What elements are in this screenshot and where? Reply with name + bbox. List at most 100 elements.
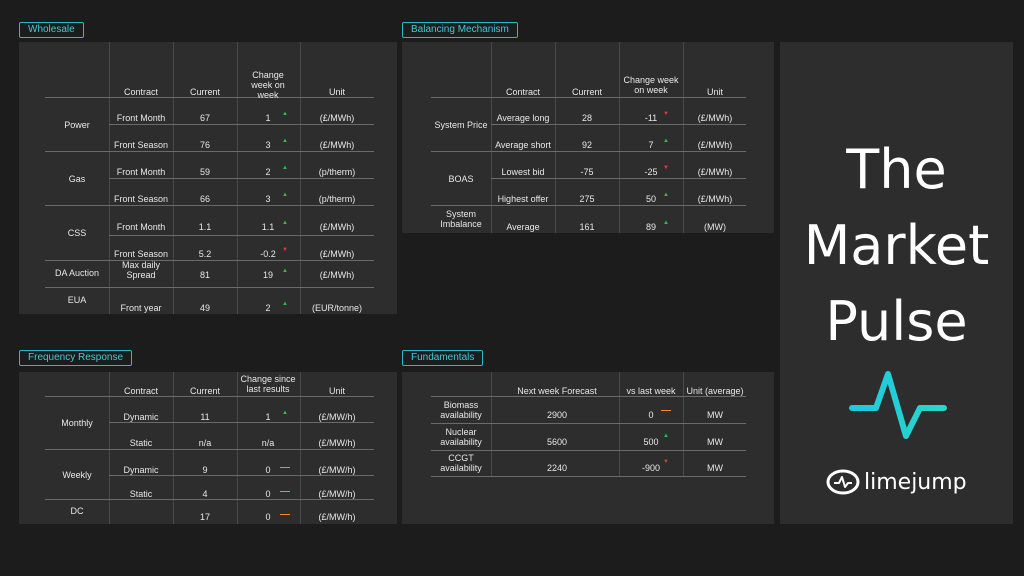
fundamentals-panel: Next week Forecast vs last week Unit (av… (402, 372, 774, 524)
header-unit: Unit (706, 87, 724, 97)
title-line-3: Pulse (825, 290, 968, 353)
arrow-up-icon: ▲ (282, 138, 288, 144)
arrow-down-icon: ▼ (663, 459, 669, 465)
row-vs: -900 (641, 463, 661, 473)
arrow-up-icon: ▲ (282, 192, 288, 198)
group-label: Gas (68, 174, 86, 184)
row-change: 0 (265, 512, 271, 522)
arrow-up-icon: ▲ (282, 301, 288, 307)
row-contract: Highest offer (497, 194, 549, 204)
row-unit: (£/MWh) (697, 194, 733, 204)
balancing-panel: Contract Current Change week on week Uni… (402, 42, 774, 233)
row-unit: (£/MW/h) (318, 438, 356, 448)
arrow-down-icon: ▼ (663, 165, 669, 171)
row-unit: (£/MWh) (697, 167, 733, 177)
arrow-up-icon: ▲ (663, 220, 669, 226)
group-label: CSS (67, 228, 87, 238)
group-label: System Price (434, 120, 488, 130)
row-contract: Front Season (113, 249, 169, 259)
row-change: -25 (644, 167, 658, 177)
row-current: 49 (199, 303, 211, 313)
row-current: -75 (580, 167, 594, 177)
arrow-up-icon: ▲ (282, 410, 288, 416)
arrow-down-icon: ▼ (663, 111, 669, 117)
row-unit: (£/MW/h) (318, 465, 356, 475)
row-contract: Lowest bid (501, 167, 545, 177)
arrow-up-icon: ▲ (282, 165, 288, 171)
balancing-tag: Balancing Mechanism (402, 22, 518, 38)
row-current: 28 (581, 113, 593, 123)
header-current: Current (571, 87, 603, 97)
row-unit: (p/therm) (318, 167, 356, 177)
no-change-icon: — (280, 509, 290, 520)
row-forecast: 2240 (546, 463, 568, 473)
group-label: DA Auction (54, 268, 100, 278)
row-contract: Front year (120, 303, 162, 313)
row-current: 4 (202, 489, 208, 499)
row-change: 3 (265, 194, 271, 204)
row-unit: (p/therm) (318, 194, 356, 204)
header-contract: Contract (123, 386, 159, 396)
row-unit: (£/MWh) (697, 113, 733, 123)
row-unit: MW (707, 410, 723, 420)
row-change: 2 (265, 303, 271, 313)
row-contract: Static (129, 438, 153, 448)
row-contract: Dynamic (123, 465, 159, 475)
fundamentals-tag: Fundamentals (402, 350, 484, 366)
row-unit: (£/MWh) (319, 270, 355, 280)
row-contract: Front Month (116, 222, 166, 232)
row-unit: (EUR/tonne) (311, 303, 363, 313)
arrow-up-icon: ▲ (282, 111, 288, 117)
group-label: EUA (67, 295, 87, 305)
row-contract: Front Month (116, 167, 166, 177)
wholesale-tag: Wholesale (19, 22, 84, 38)
row-unit: (£/MWh) (319, 222, 355, 232)
row-unit: (£/MWh) (697, 140, 733, 150)
group-label: Monthly (61, 418, 93, 428)
row-contract: Static (129, 489, 153, 499)
row-name: CCGT availability (440, 453, 482, 473)
arrow-up-icon: ▲ (663, 138, 669, 144)
row-contract: Front Season (113, 140, 169, 150)
row-contract: Dynamic (123, 412, 159, 422)
header-contract: Contract (505, 87, 541, 97)
header-vs: vs last week (626, 386, 676, 396)
row-current: 76 (199, 140, 211, 150)
row-unit: MW (707, 463, 723, 473)
row-unit: (£/MW/h) (318, 512, 356, 522)
row-unit: (£/MWh) (319, 140, 355, 150)
header-current: Current (189, 87, 221, 97)
row-current: 9 (202, 465, 208, 475)
row-current: 81 (199, 270, 211, 280)
row-vs: 0 (648, 410, 654, 420)
logo-text: limejump (864, 470, 967, 495)
row-change: n/a (261, 438, 275, 448)
limejump-logo-icon (826, 469, 860, 495)
header-forecast: Next week Forecast (517, 386, 597, 396)
brand-panel: The Market Pulse limejump (780, 42, 1013, 524)
row-change: 0 (265, 465, 271, 475)
frequency-panel: Contract Current Change since last resul… (19, 372, 397, 524)
row-current: 17 (199, 512, 211, 522)
row-current: 66 (199, 194, 211, 204)
row-current: 67 (199, 113, 211, 123)
row-change: -11 (644, 113, 658, 123)
header-current: Current (189, 386, 221, 396)
row-change: -0.2 (260, 249, 276, 259)
header-contract: Contract (123, 87, 159, 97)
row-current: 59 (199, 167, 211, 177)
arrow-down-icon: ▼ (282, 247, 288, 253)
group-label: Weekly (62, 470, 92, 480)
row-current: n/a (198, 438, 212, 448)
row-change: 0 (265, 489, 271, 499)
row-contract: Average long (496, 113, 550, 123)
row-change: 50 (645, 194, 657, 204)
row-current: 5.2 (198, 249, 212, 259)
no-change-icon: — (280, 462, 290, 473)
row-unit: (£/MWh) (319, 113, 355, 123)
pulse-icon (849, 371, 947, 439)
row-current: 161 (579, 222, 595, 232)
row-unit: (MW) (704, 222, 726, 232)
row-forecast: 2900 (546, 410, 568, 420)
header-unit: Unit (328, 87, 346, 97)
